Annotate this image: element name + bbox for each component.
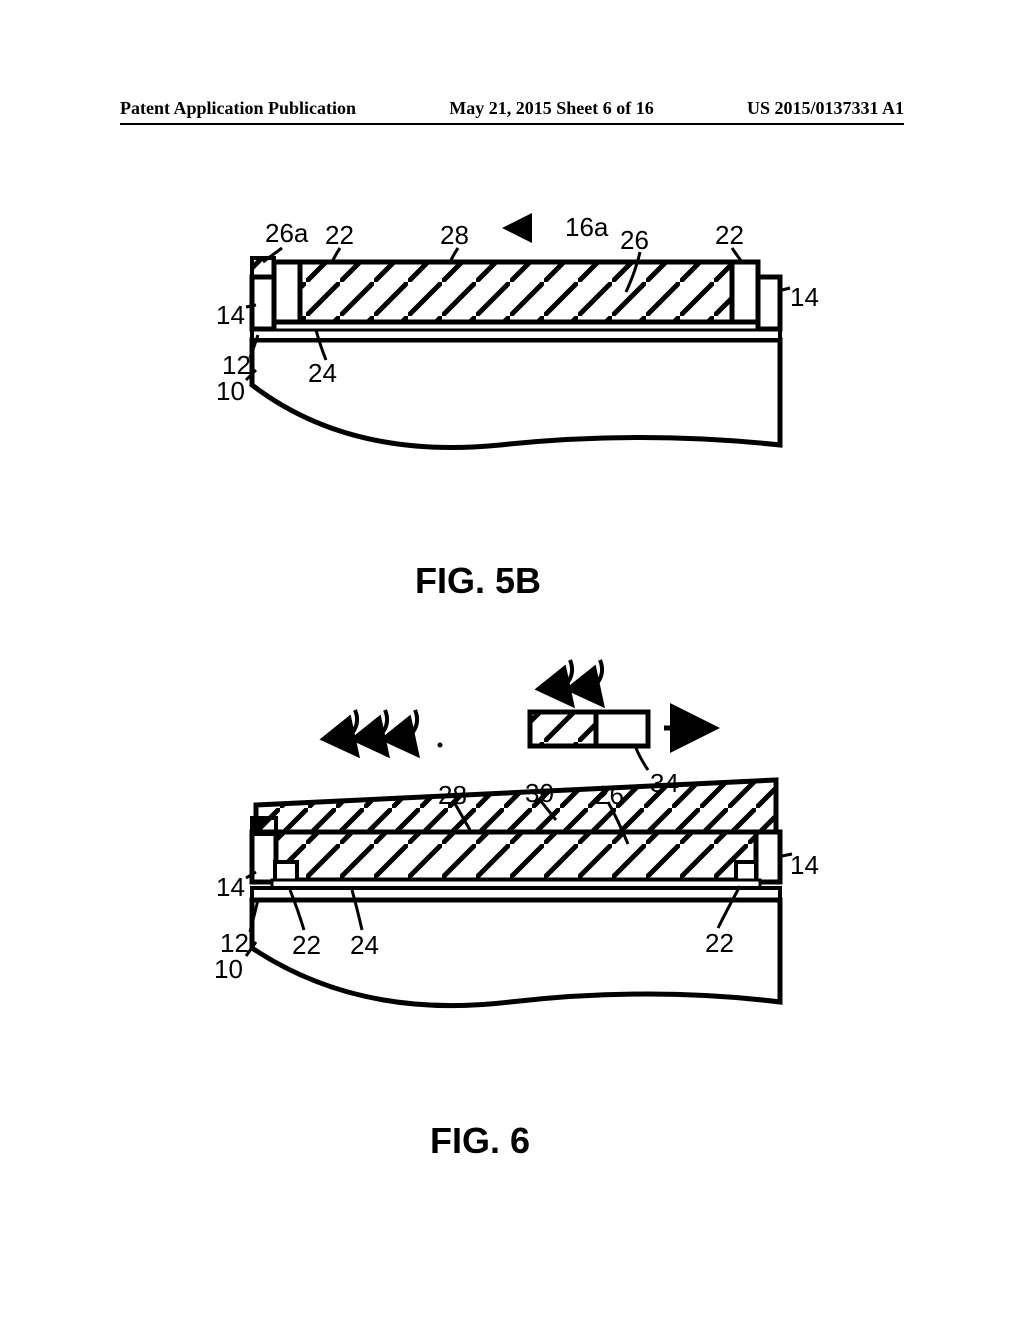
lbl6-30: 30 xyxy=(525,778,554,809)
lbl6-22r: 22 xyxy=(705,928,734,959)
lbl6-26: 26 xyxy=(595,780,624,811)
lbl-14-right: 14 xyxy=(790,282,819,313)
lbl-14-left: 14 xyxy=(216,300,245,331)
fig-6 xyxy=(0,640,1024,1200)
lbl-22-left: 22 xyxy=(325,220,354,251)
lbl-10: 10 xyxy=(216,376,245,407)
header-center: May 21, 2015 Sheet 6 of 16 xyxy=(449,98,653,119)
lbl-22-right: 22 xyxy=(715,220,744,251)
header-right: US 2015/0137331 A1 xyxy=(747,98,904,119)
lbl-24: 24 xyxy=(308,358,337,389)
lbl6-34: 34 xyxy=(650,768,679,799)
lbl6-10: 10 xyxy=(214,954,243,985)
fig-5b xyxy=(0,180,1024,700)
lbl6-14r: 14 xyxy=(790,850,819,881)
lbl-26: 26 xyxy=(620,225,649,256)
lbl6-28: 28 xyxy=(438,780,467,811)
header-left: Patent Application Publication xyxy=(120,98,356,119)
fig-5b-caption: FIG. 5B xyxy=(415,560,541,602)
fig-6-caption: FIG. 6 xyxy=(430,1120,530,1162)
lbl-16a: 16a xyxy=(565,212,608,243)
lbl6-24: 24 xyxy=(350,930,379,961)
lbl6-22l: 22 xyxy=(292,930,321,961)
page-header: Patent Application Publication May 21, 2… xyxy=(120,98,904,125)
lbl6-14l: 14 xyxy=(216,872,245,903)
lbl-26a: 26a xyxy=(265,218,308,249)
lbl-28: 28 xyxy=(440,220,469,251)
